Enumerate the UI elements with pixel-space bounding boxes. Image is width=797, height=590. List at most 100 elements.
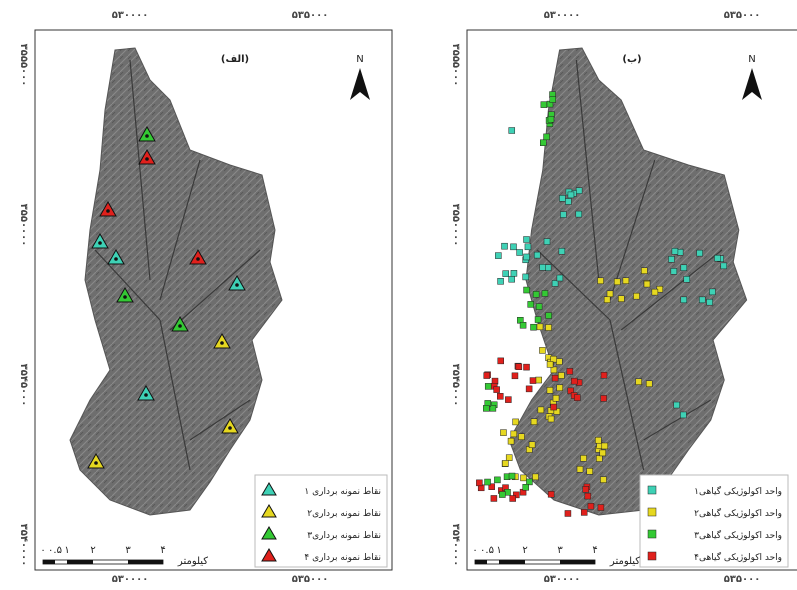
scale-tick: ۲	[522, 545, 527, 556]
unit-point	[552, 375, 558, 381]
unit-point	[530, 378, 536, 384]
unit-point	[516, 364, 522, 370]
panel-label: (ب)	[622, 54, 641, 65]
legend-label: واحد اکولوژیکی گیاهی۱	[694, 485, 782, 497]
sampling-point-dot	[114, 257, 118, 261]
sampling-point-dot	[235, 283, 239, 287]
sampling-point-dot	[178, 324, 182, 328]
unit-point	[553, 395, 559, 401]
unit-point	[581, 455, 587, 461]
legend-label: نقاط نمونه برداری۳	[307, 531, 381, 541]
unit-point	[585, 493, 591, 499]
unit-point	[531, 419, 537, 425]
unit-point	[511, 270, 517, 276]
x-coord-top: ۵۳۰۰۰۰	[544, 10, 581, 21]
unit-point	[526, 479, 532, 485]
legend-symbol	[648, 486, 656, 494]
unit-point	[540, 264, 546, 270]
sampling-point-dot	[196, 257, 200, 261]
unit-point	[557, 385, 563, 391]
unit-point	[548, 491, 554, 497]
unit-point	[623, 278, 629, 284]
sampling-point-dot	[106, 209, 110, 213]
unit-point	[641, 268, 647, 274]
unit-point	[526, 386, 532, 392]
sampling-point-dot	[220, 341, 224, 345]
y-coord: ۳۵۵۰۰۰۰	[450, 204, 461, 247]
scale-unit: کیلومتر	[609, 556, 640, 567]
unit-point	[587, 468, 593, 474]
unit-point	[529, 442, 535, 448]
scale-segment	[499, 560, 525, 564]
unit-point	[510, 244, 516, 250]
unit-point	[551, 404, 557, 410]
y-coord: ۳۵۴۰۰۰۰	[450, 524, 461, 567]
sampling-point-dot	[145, 157, 149, 161]
unit-point	[588, 503, 594, 509]
x-coord-top: ۵۳۵۰۰۰	[292, 10, 329, 21]
unit-point	[498, 278, 504, 284]
scale-tick: ۰.۵	[480, 545, 494, 556]
unit-point	[506, 455, 512, 461]
unit-point	[548, 416, 554, 422]
unit-point	[500, 430, 506, 436]
unit-point	[517, 250, 523, 256]
unit-point	[607, 291, 613, 297]
unit-point	[568, 192, 574, 198]
unit-point	[484, 373, 490, 379]
unit-point	[548, 116, 554, 122]
unit-point	[546, 313, 552, 319]
unit-point	[513, 419, 519, 425]
scale-tick: ۳	[125, 545, 131, 556]
unit-point	[565, 510, 571, 516]
legend-label: نقاط نمونه برداری ۴	[304, 553, 381, 563]
x-coord-top: ۵۳۵۰۰۰	[724, 10, 761, 21]
unit-point	[550, 96, 556, 102]
y-coord: ۳۵۵۵۰۰۰	[450, 44, 461, 87]
unit-point	[524, 364, 530, 370]
sampling-point-dot	[123, 295, 127, 299]
unit-point	[546, 325, 552, 331]
unit-point	[576, 188, 582, 194]
unit-point	[503, 271, 509, 277]
unit-point	[581, 509, 587, 515]
unit-point	[547, 361, 553, 367]
unit-point	[499, 492, 505, 498]
unit-point	[521, 475, 527, 481]
sampling-point-dot	[228, 426, 232, 430]
sampling-point-dot	[94, 461, 98, 465]
unit-point	[509, 128, 515, 134]
unit-point	[502, 243, 508, 249]
unit-point	[511, 431, 517, 437]
unit-point	[634, 293, 640, 299]
unit-point	[600, 450, 606, 456]
unit-point	[509, 473, 515, 479]
unit-point	[491, 495, 497, 501]
unit-point	[559, 248, 565, 254]
unit-point	[709, 289, 715, 295]
unit-point	[535, 317, 541, 323]
panel-b: ۵۳۰۰۰۰۵۳۰۰۰۰۵۳۵۰۰۰۵۳۵۰۰۰۳۵۵۵۰۰۰۳۵۵۰۰۰۰۳۵…	[450, 10, 797, 585]
unit-point	[547, 387, 553, 393]
legend-symbol	[648, 508, 656, 516]
panel-label: (الف)	[221, 54, 249, 65]
unit-point	[600, 477, 606, 483]
scale-unit: کیلومتر	[177, 556, 208, 567]
panel-a: ۵۳۰۰۰۰۵۳۰۰۰۰۵۳۵۰۰۰۵۳۵۰۰۰۳۵۵۵۰۰۰۳۵۵۰۰۰۰۳۵…	[18, 10, 392, 585]
unit-point	[571, 378, 577, 384]
unit-point	[618, 296, 624, 302]
legend-symbol	[648, 530, 656, 538]
scale-segment	[560, 560, 595, 564]
unit-point	[714, 255, 720, 261]
scale-tick: ۰	[472, 545, 477, 556]
x-coord-bottom: ۵۳۵۰۰۰	[292, 574, 329, 585]
unit-point	[674, 402, 680, 408]
scale-segment	[43, 560, 55, 564]
unit-point	[494, 387, 500, 393]
unit-point	[672, 248, 678, 254]
unit-point	[538, 407, 544, 413]
unit-point	[596, 456, 602, 462]
scale-tick: ۴	[160, 545, 165, 556]
unit-point	[498, 358, 504, 364]
unit-point	[545, 265, 551, 271]
